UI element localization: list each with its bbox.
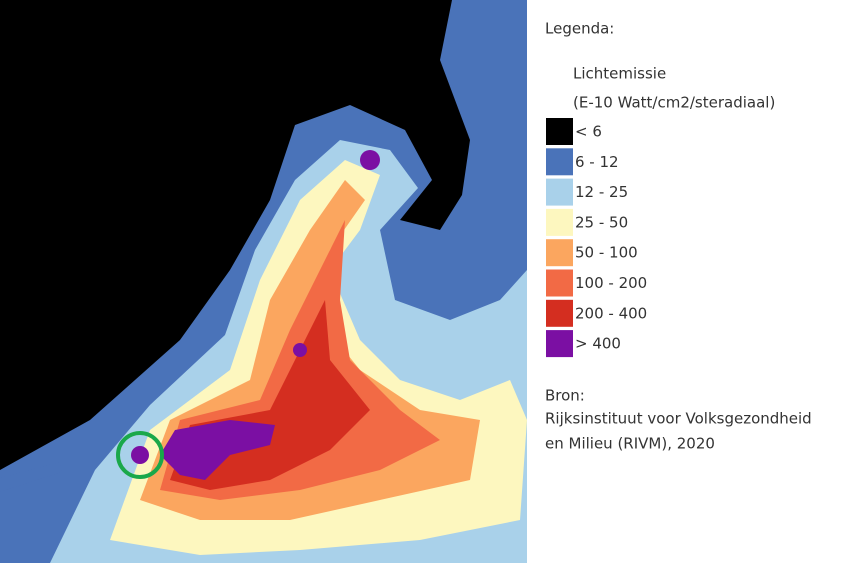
zone-islands (0, 462, 62, 492)
legend-swatch (546, 269, 573, 297)
legend-items: < 6 6 - 12 12 - 25 25 - 50 50 - 100 100 - 200… (546, 118, 647, 358)
legend-label: 50 - 100 (575, 244, 638, 262)
legend-unit: (E-10 Watt/cm2/steradiaal) (573, 94, 775, 112)
source-label: Bron: (545, 387, 585, 405)
legend-label: 100 - 200 (575, 274, 647, 292)
legend-label: > 400 (575, 335, 621, 353)
highlight-circle (116, 431, 164, 479)
legend-swatch (546, 330, 573, 358)
zone-over-400 (160, 420, 275, 480)
legend-label: 6 - 12 (575, 153, 619, 171)
source-line: en Milieu (RIVM), 2020 (545, 435, 715, 453)
legend-swatch (546, 118, 573, 145)
hotspot (293, 343, 307, 357)
hotspot (131, 446, 149, 464)
legend-label: 200 - 400 (575, 304, 647, 322)
legend-swatch (546, 148, 573, 176)
legend-swatch (546, 208, 573, 236)
legend-label: < 6 (575, 123, 602, 141)
legend-label: 25 - 50 (575, 213, 628, 231)
legend-swatch (546, 239, 573, 267)
legend-title: Legenda: (545, 20, 614, 38)
hotspot (360, 150, 380, 170)
legend-swatch (546, 178, 573, 206)
legend-quantity: Lichtemissie (573, 65, 666, 83)
source-line: Rijksinstituut voor Volksgezondheid (545, 410, 812, 428)
legend-label: 12 - 25 (575, 183, 628, 201)
light-map (0, 0, 527, 563)
legend-swatch (546, 299, 573, 327)
